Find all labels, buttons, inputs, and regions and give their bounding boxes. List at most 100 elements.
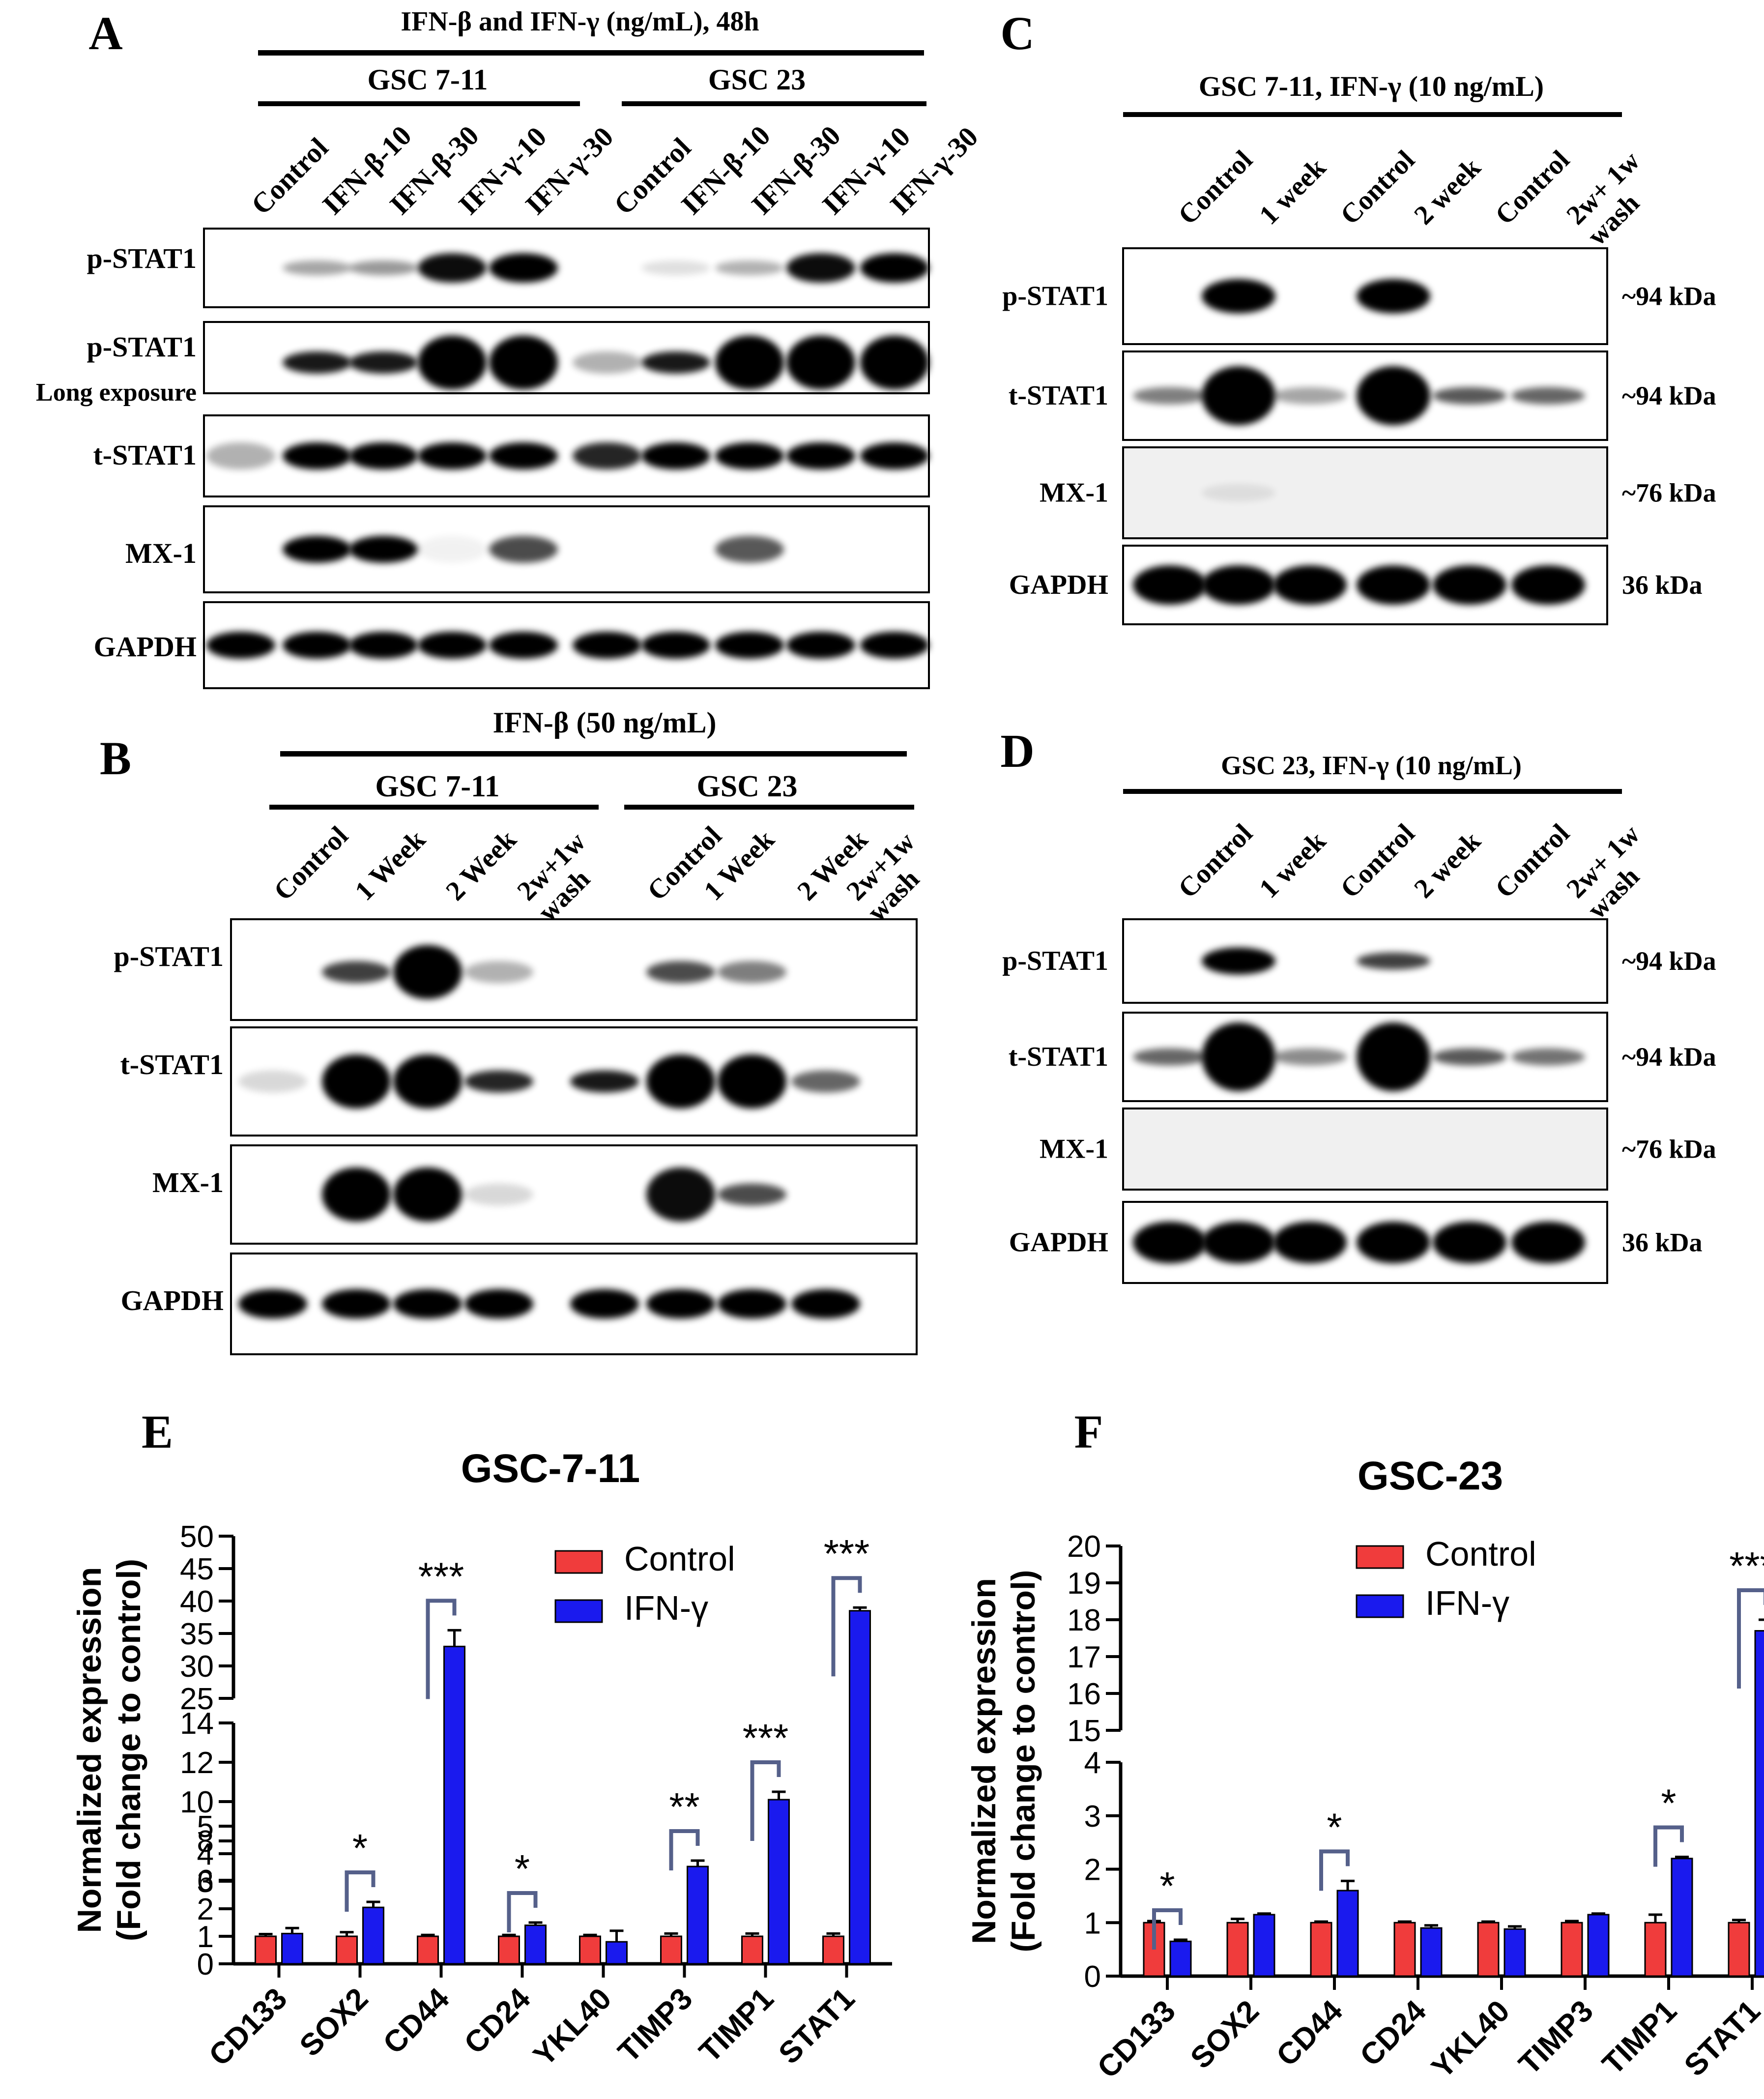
panel-a-band (349, 261, 418, 275)
chart-bar-ifn (443, 1645, 465, 1965)
panel-b-band (464, 1183, 533, 1206)
panel-c-row-label: GAPDH (1009, 570, 1108, 600)
chart-significance-bracket (750, 1760, 781, 1841)
panel-b-row-label: MX-1 (152, 1166, 224, 1198)
panel-b-band (646, 1289, 715, 1319)
chart-y-tick-label: 4 (197, 1837, 214, 1871)
panel-c-title-rule (1123, 112, 1622, 117)
panel-c-size-label: ~94 kDa (1622, 381, 1716, 410)
panel-b-band (322, 1167, 391, 1222)
panel-d-lane-label: Control (1489, 818, 1575, 904)
panel-a-band (418, 536, 487, 563)
chart-title: GSC-23 (1358, 1454, 1503, 1498)
chart-bar-ifn (1671, 1858, 1693, 1977)
panel-a-letter: A (88, 7, 122, 59)
panel-d-row-label: MX-1 (1040, 1134, 1108, 1165)
panel-d-lane-label: Control (1334, 818, 1420, 904)
panel-c-lane-label-line: Control (1172, 145, 1258, 231)
panel-a-band (489, 632, 558, 659)
panel-d-band (1202, 1222, 1275, 1263)
chart-y-tick-label: 5 (197, 1810, 214, 1844)
chart-x-tick-label: CD44 (377, 1982, 456, 2061)
chart-bar-control (336, 1935, 358, 1965)
chart-bar-ifn (768, 1799, 790, 1965)
chart-y-tick-label: 17 (1067, 1640, 1101, 1674)
chart-legend-swatch (554, 1550, 603, 1574)
chart-bar-control (1393, 1922, 1416, 1977)
panel-d-row-label: GAPDH (1009, 1227, 1108, 1258)
panel-c-lane-label-line: Control (1334, 145, 1420, 231)
panel-a-band (418, 253, 487, 283)
chart-significance-label: ** (669, 1785, 699, 1829)
panel-d-blot-frame (1122, 1108, 1608, 1191)
panel-b-band (393, 945, 462, 999)
chart-y-tick-label: 1 (197, 1920, 214, 1954)
chart-x-tick-label: TIMP3 (1512, 1994, 1600, 2081)
panel-b-group-1: GSC 7-11 (375, 770, 499, 803)
chart-bar-ifn (687, 1866, 709, 1965)
panel-d-size-label: ~94 kDa (1622, 1042, 1716, 1072)
panel-c-band (1133, 387, 1207, 405)
panel-d-row-label: t-STAT1 (1009, 1042, 1108, 1072)
panel-b-band (464, 1289, 533, 1319)
panel-d-lane-label-line: Control (1334, 818, 1420, 904)
panel-d-band (1511, 1048, 1585, 1066)
panel-a-row-sublabel: Long exposure (36, 379, 197, 407)
panel-c-band (1511, 565, 1585, 605)
chart-significance-label: * (352, 1826, 368, 1870)
panel-c-title: GSC 7-11, IFN-γ (10 ng/mL) (1199, 70, 1544, 102)
chart-bar-ifn (1169, 1940, 1192, 1977)
chart-legend-swatch (554, 1599, 603, 1623)
panel-d-lane-label-line: Control (1489, 818, 1575, 904)
chart-x-tick-label: STAT1 (1678, 1994, 1764, 2083)
chart-y-tick-label: 15 (1067, 1714, 1101, 1748)
panel-a-band (641, 351, 710, 374)
panel-a-group-2: GSC 23 (708, 63, 806, 96)
chart-y-tick-label: 50 (180, 1520, 214, 1554)
chart-y-tick-label: 16 (1067, 1677, 1101, 1711)
panel-a-band (715, 442, 784, 469)
panel-a-band (349, 632, 418, 659)
chart-y-tick-label: 3 (197, 1865, 214, 1899)
panel-c-band (1273, 387, 1347, 405)
chart-bar-control (1644, 1922, 1667, 1977)
chart-ylabel: (Fold change to control) (1005, 1570, 1042, 1952)
panel-d-lane-label-line: Control (1172, 818, 1258, 904)
panel-b-lane-label-line: Control (268, 820, 354, 906)
panel-b-band (718, 1289, 786, 1319)
chart-significance-bracket (1319, 1849, 1350, 1891)
panel-a-band (418, 442, 487, 469)
chart-x-tick-label: YKL40 (1425, 1994, 1516, 2085)
panel-b-band (322, 1289, 391, 1319)
panel-d-band (1133, 1048, 1207, 1066)
chart-bar-control (822, 1935, 844, 1965)
panel-b-letter: B (100, 732, 131, 785)
panel-d-row-label: p-STAT1 (1002, 946, 1108, 976)
panel-a-band (715, 335, 784, 390)
chart-significance-bracket (426, 1599, 457, 1699)
chart-bar-ifn (606, 1941, 628, 1965)
panel-a-band (349, 536, 418, 563)
panel-d-lane-label: Control (1172, 818, 1258, 904)
chart-bar-control (1477, 1922, 1500, 1977)
panel-a-band (489, 442, 558, 469)
chart-bar-ifn (1587, 1914, 1610, 1977)
panel-a-band (206, 632, 275, 659)
panel-a-band (641, 632, 710, 659)
panel-a-band (573, 351, 641, 374)
panel-c-row-label: t-STAT1 (1009, 380, 1108, 411)
panel-c-size-label: 36 kDa (1622, 570, 1703, 600)
chart-x-tick-label: CD44 (1270, 1994, 1349, 2073)
chart-y-tick-label: 0 (197, 1948, 214, 1982)
panel-c-size-label: ~94 kDa (1622, 282, 1716, 311)
panel-c-row-label: MX-1 (1040, 478, 1108, 508)
panel-b-lane-label-line: 2 Week (440, 824, 522, 906)
panel-c-lane-label: Control (1489, 145, 1575, 231)
chart-significance-label: *** (418, 1554, 464, 1598)
chart-bar-ifn (281, 1932, 303, 1965)
chart-y-tick-label: 2 (1084, 1853, 1101, 1887)
panel-c-size-label: ~76 kDa (1622, 478, 1716, 508)
chart-significance-label: *** (1729, 1544, 1764, 1588)
chart-y-tick-label: 3 (1084, 1800, 1101, 1834)
